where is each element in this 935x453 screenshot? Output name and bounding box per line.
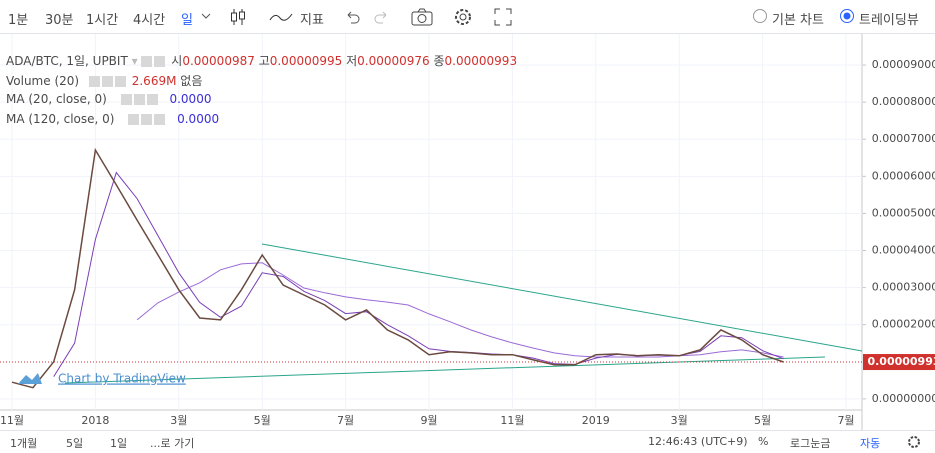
- y-tick-label: 0.00009000: [872, 58, 935, 71]
- y-tick-label: 0.00008000: [872, 95, 935, 108]
- legend-row: MA (120, close, 0) 0.0000: [6, 112, 219, 126]
- percent-toggle[interactable]: %: [758, 435, 769, 448]
- redo[interactable]: [372, 9, 390, 25]
- volume-name: Volume (20): [6, 74, 80, 88]
- range[interactable]: 1개월: [10, 437, 38, 450]
- ohlc-value: 0.00000987: [182, 54, 255, 68]
- interval[interactable]: 1시간: [86, 13, 119, 28]
- ohlc-value: 0.00000995: [269, 54, 343, 68]
- candle-icon[interactable]: [228, 7, 248, 27]
- legend-row: MA (20, close, 0) 0.0000: [6, 92, 211, 106]
- x-tick-label: 3월: [671, 414, 688, 427]
- volume-note: 없음: [180, 74, 203, 88]
- x-tick-label: 11월: [500, 414, 524, 427]
- range[interactable]: 1일: [110, 437, 128, 450]
- ma-value: 0.0000: [177, 112, 220, 126]
- watermark-text: Chart by TradingView: [58, 372, 186, 386]
- settings[interactable]: [906, 434, 922, 450]
- x-tick-label: 5월: [254, 414, 271, 427]
- ma-name: MA (120, close, 0): [6, 112, 115, 126]
- radio[interactable]: [752, 8, 768, 24]
- auto-toggle[interactable]: 자동: [860, 437, 881, 450]
- trend-line: [261, 243, 863, 352]
- x-tick-label: 2018: [81, 414, 109, 427]
- ma-line: [53, 171, 784, 377]
- ohlc-label: 종: [433, 54, 445, 68]
- chart: Chart by TradingView 0.00000000 0.0000200…: [0, 34, 935, 430]
- volume-value: 2.669M: [131, 74, 177, 88]
- ohlc-value: 0.00000976: [357, 54, 430, 68]
- last-price-label: 0.00000993: [867, 355, 935, 368]
- y-tick-label: 0.00007000: [872, 132, 935, 145]
- y-tick-label: 0.00003000: [872, 281, 935, 294]
- log-toggle[interactable]: 로그눈금: [790, 437, 831, 450]
- screenshot[interactable]: [410, 7, 434, 27]
- y-tick-label: 0.00005000: [872, 206, 935, 219]
- ohlc-label: 고: [258, 54, 270, 68]
- plot: [0, 147, 862, 389]
- x-tick-label: 7월: [837, 414, 854, 427]
- mode-option[interactable]: 트레이딩뷰: [859, 13, 919, 28]
- y-tick-label: 0.00002000: [872, 318, 935, 331]
- x-tick-label: 9월: [420, 414, 437, 427]
- dropdown[interactable]: [200, 11, 212, 21]
- indicators[interactable]: 지표: [300, 13, 324, 28]
- fullscreen[interactable]: [493, 7, 513, 27]
- x-tick-label: 2019: [582, 414, 610, 427]
- symbol: ADA/BTC, 1일, UPBIT: [6, 54, 128, 68]
- trend-line: [64, 356, 826, 384]
- indicator-icon[interactable]: [268, 9, 296, 25]
- goto[interactable]: ...로 가기: [150, 437, 195, 450]
- ohlc-value: 0.00000993: [444, 54, 518, 68]
- legend-row: Volume (20) 2.669M 없음: [6, 72, 202, 89]
- ohlc-label: 저: [346, 54, 358, 68]
- ohlc-label: 시: [171, 54, 183, 68]
- range[interactable]: 5일: [66, 437, 84, 450]
- last-price-box: [863, 354, 935, 371]
- footer: 1개월 5일 1일 ...로 가기 12:46:43 (UTC+9) % 로그눈…: [0, 430, 935, 453]
- interval-active[interactable]: 일: [181, 13, 193, 28]
- watermark: Chart by TradingView: [18, 372, 186, 386]
- y-tick-label: 0.00000000: [872, 392, 935, 405]
- interval[interactable]: 30분: [45, 13, 74, 28]
- undo[interactable]: [344, 9, 362, 25]
- x-tick-label: 5월: [754, 414, 771, 427]
- toolbar: 1분 30분 1시간 4시간 일 지표 기본 차트 트레이딩뷰: [0, 0, 935, 34]
- settings[interactable]: [452, 6, 474, 28]
- clock: 12:46:43 (UTC+9): [648, 435, 748, 448]
- mode-option[interactable]: 기본 차트: [772, 13, 824, 28]
- interval[interactable]: 4시간: [133, 13, 166, 28]
- interval[interactable]: 1분: [8, 13, 29, 28]
- x-tick-label: 11월: [0, 414, 24, 427]
- y-tick-label: 0.00006000: [872, 169, 935, 182]
- ma-value: 0.0000: [169, 92, 212, 106]
- x-tick-label: 7월: [337, 414, 354, 427]
- radio-selected[interactable]: [839, 8, 855, 24]
- price-line: [11, 147, 784, 389]
- x-tick-label: 3월: [170, 414, 187, 427]
- legend-row: ADA/BTC, 1일, UPBIT ▾ 시0.00000987 고0.0000…: [6, 54, 518, 68]
- watermark-icon: [18, 373, 42, 384]
- grid: [0, 34, 862, 410]
- y-tick-label: 0.00004000: [872, 244, 935, 257]
- ma-name: MA (20, close, 0): [6, 92, 107, 106]
